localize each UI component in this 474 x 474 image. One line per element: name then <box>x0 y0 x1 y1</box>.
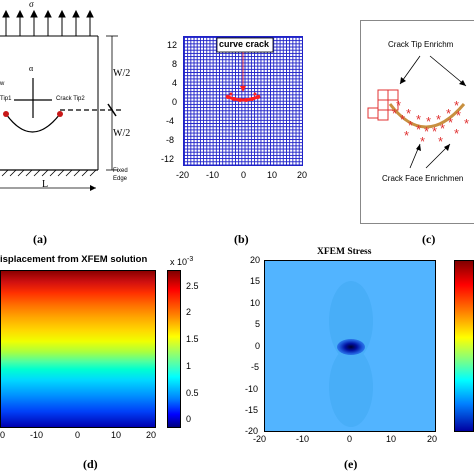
x-tick: 20 <box>297 170 308 180</box>
x-tick: -10 <box>30 430 44 440</box>
crack-tip1-label: Tip1 <box>0 96 12 102</box>
y-tick: 0 <box>172 97 178 107</box>
crack-tip-enrichment-label: Crack Tip Enrichm <box>388 40 454 49</box>
colorbar-tick: 0.5 <box>186 388 199 398</box>
svg-text:*: * <box>464 116 469 131</box>
svg-text:*: * <box>426 114 431 129</box>
fixed-edge-label: Fixed Edge <box>113 167 128 183</box>
stress-lobe-lower <box>329 347 373 427</box>
y-tick: 8 <box>172 59 178 69</box>
colorbar <box>167 270 181 428</box>
y-tick: 5 <box>255 319 261 329</box>
y-tick: 10 <box>250 298 261 308</box>
colorbar-exponent-power: -3 <box>187 256 194 263</box>
cracked-plate-diagram <box>0 9 122 191</box>
crack-tip2-label: Crack Tip2 <box>56 96 85 102</box>
svg-text:*: * <box>454 126 459 141</box>
colorbar-exponent-base: x 10 <box>170 257 188 267</box>
y-tick: 12 <box>167 40 178 50</box>
y-tick: -12 <box>161 154 175 164</box>
colorbar-tick: 0 <box>186 414 192 424</box>
fixed-edge-line1: Fixed <box>113 168 128 174</box>
svg-text:*: * <box>400 112 405 127</box>
y-tick: 20 <box>250 255 261 265</box>
colorbar-exponent: x 10-3 <box>170 256 193 267</box>
panel-b-label: (b) <box>234 232 249 246</box>
y-tick: -10 <box>245 384 259 394</box>
panel-a-label: (a) <box>33 232 47 246</box>
colorbar-tick: 2 <box>186 307 192 317</box>
svg-text:*: * <box>416 112 421 127</box>
svg-text:*: * <box>438 134 443 149</box>
svg-text:*: * <box>408 118 413 133</box>
displacement-field <box>0 270 156 428</box>
fixed-edge-line2: Edge <box>113 176 128 182</box>
svg-text:*: * <box>436 112 441 127</box>
x-tick: -20 <box>176 170 190 180</box>
svg-text:*: * <box>448 115 453 130</box>
svg-text:*: * <box>406 106 411 121</box>
half-height-top-label: W/2 <box>113 68 131 79</box>
svg-text:*: * <box>440 121 445 136</box>
panel-b: curve crack 12 8 4 0 -4 -8 -12 -20 -10 0… <box>150 0 320 250</box>
svg-text:*: * <box>416 122 421 137</box>
panel-d-label: (d) <box>83 457 98 471</box>
svg-text:*: * <box>392 106 397 121</box>
svg-text:*: * <box>432 124 437 139</box>
x-tick: 10 <box>386 434 397 444</box>
stress-field <box>264 260 436 432</box>
x-tick: 0 <box>241 170 247 180</box>
svg-text:*: * <box>446 106 451 121</box>
svg-text:*: * <box>454 98 459 113</box>
half-height-bottom-label: W/2 <box>113 128 131 139</box>
alpha-label: α <box>29 64 34 73</box>
svg-text:*: * <box>396 98 401 113</box>
x-tick: 0 <box>0 430 6 440</box>
svg-text:*: * <box>420 134 425 149</box>
enrichment-diagram: * * * * * * * * * ** * * * * * * * * ** <box>367 55 469 169</box>
crack-face-enrichment-label: Crack Face Enrichmen <box>382 174 464 183</box>
colorbar-tick: 1 <box>186 361 192 371</box>
x-tick: 20 <box>427 434 438 444</box>
length-label: L <box>42 179 49 190</box>
y-tick: 0 <box>255 341 261 351</box>
x-tick: 0 <box>347 434 353 444</box>
svg-text:*: * <box>404 128 409 143</box>
sigma-label: σ <box>29 0 34 9</box>
svg-text:*: * <box>456 108 461 123</box>
panel-d: isplacement from XFEM solution x 10-3 2.… <box>0 250 230 474</box>
curve-crack-annotation: curve crack <box>219 39 270 49</box>
panel-c: * * * * * * * * * * * * * * * * * * * * * Crack Tip E… <box>360 20 474 250</box>
panel-e-title: XFEM Stress <box>317 247 372 257</box>
x-tick: 10 <box>111 430 122 440</box>
y-tick: 15 <box>250 276 261 286</box>
svg-text:*: * <box>424 124 429 139</box>
y-tick: -5 <box>251 362 260 372</box>
y-tick: -20 <box>245 426 259 436</box>
y-tick: -15 <box>245 405 259 415</box>
y-tick: -4 <box>166 116 175 126</box>
panel-a: σ W/2 W/2 α w Tip1 Crack Tip2 Fixed Edge… <box>0 0 140 250</box>
x-tick: 0 <box>75 430 81 440</box>
colorbar-tick: 2.5 <box>186 281 199 291</box>
stress-concentration <box>337 339 365 355</box>
x-tick: -10 <box>206 170 220 180</box>
x-tick: 10 <box>267 170 278 180</box>
x-tick: -20 <box>253 434 267 444</box>
x-tick: -10 <box>296 434 310 444</box>
panel-c-label: (c) <box>422 232 436 246</box>
panel-e-label: (e) <box>344 457 358 471</box>
panel-e: XFEM Stress 20 15 10 5 0 -5 -10 -15 -20 … <box>240 247 474 474</box>
y-tick: 4 <box>172 78 178 88</box>
crack-markers <box>216 37 274 102</box>
w-label: w <box>0 81 5 87</box>
panel-d-title: isplacement from XFEM solution <box>0 254 148 265</box>
enrichment-frame <box>360 20 474 224</box>
x-tick: 20 <box>146 430 157 440</box>
colorbar-tick: 1.5 <box>186 334 199 344</box>
y-tick: -8 <box>166 135 175 145</box>
stress-colorbar <box>454 260 474 432</box>
